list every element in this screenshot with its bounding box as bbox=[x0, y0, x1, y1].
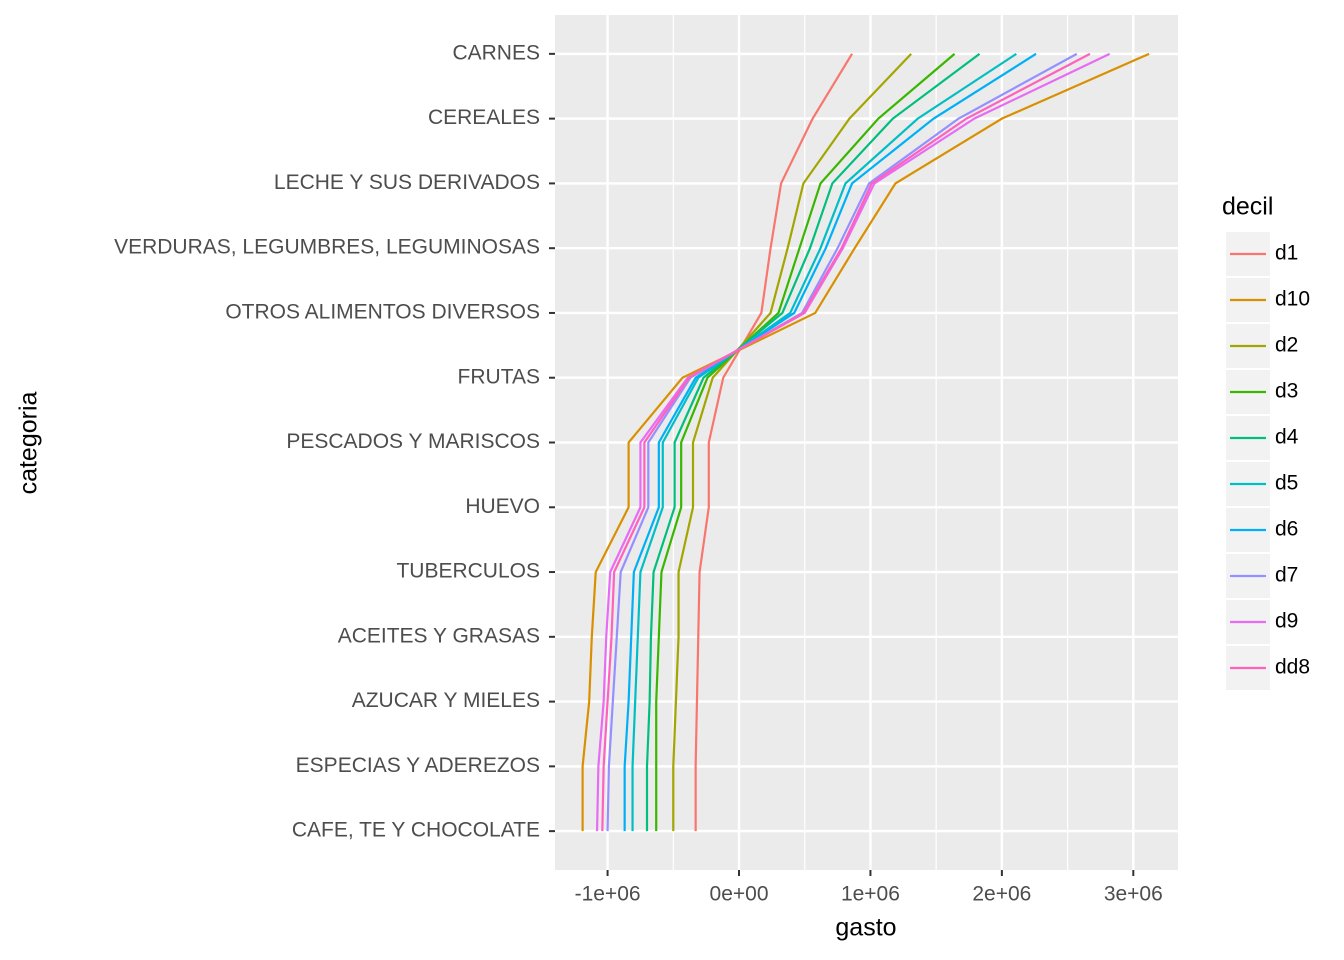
legend-label: d9 bbox=[1275, 610, 1298, 633]
legend-label: dd8 bbox=[1275, 656, 1310, 679]
series-line bbox=[655, 53, 956, 832]
series-line bbox=[606, 52, 1078, 832]
legend-label: d3 bbox=[1275, 380, 1298, 403]
legend-label: d7 bbox=[1275, 564, 1298, 587]
legend-label: d1 bbox=[1275, 242, 1298, 265]
y-axis-title: categoria bbox=[15, 391, 43, 494]
series-line bbox=[623, 52, 1037, 832]
x-tick-label: 1e+06 bbox=[841, 883, 900, 906]
legend-label: d5 bbox=[1275, 472, 1298, 495]
legend-label: d2 bbox=[1275, 334, 1298, 357]
y-tick-label: FRUTAS bbox=[458, 365, 540, 388]
y-tick-label: OTROS ALIMENTOS DIVERSOS bbox=[225, 301, 540, 324]
series-line bbox=[595, 52, 1111, 832]
y-tick-label: PESCADOS Y MARISCOS bbox=[286, 430, 540, 453]
series-line bbox=[672, 53, 912, 832]
series-line bbox=[694, 53, 853, 832]
y-tick-label: CEREALES bbox=[428, 106, 540, 129]
x-tick-label: 2e+06 bbox=[972, 883, 1031, 906]
y-tick-label: TUBERCULOS bbox=[396, 560, 540, 583]
y-tick-label: AZUCAR Y MIELES bbox=[352, 689, 540, 712]
series-line bbox=[601, 52, 1091, 832]
x-tick-label: 3e+06 bbox=[1104, 883, 1163, 906]
series-line bbox=[645, 52, 981, 832]
legend-title: decil bbox=[1222, 193, 1273, 221]
series-line bbox=[581, 52, 1150, 832]
y-tick-label: LECHE Y SUS DERIVADOS bbox=[274, 171, 540, 194]
series-line bbox=[631, 52, 1017, 832]
x-axis-title: gasto bbox=[835, 914, 896, 942]
y-tick-label: CARNES bbox=[452, 41, 540, 64]
legend-label: d6 bbox=[1275, 518, 1298, 541]
y-tick-label: VERDURAS, LEGUMBRES, LEGUMINOSAS bbox=[114, 236, 540, 259]
y-tick-label: ESPECIAS Y ADEREZOS bbox=[296, 754, 540, 777]
y-tick-label: CAFE, TE Y CHOCOLATE bbox=[292, 819, 540, 842]
legend-label: d4 bbox=[1275, 426, 1299, 449]
x-tick-label: -1e+06 bbox=[575, 883, 641, 906]
legend-label: d10 bbox=[1275, 288, 1310, 311]
y-tick-label: ACEITES Y GRASAS bbox=[338, 624, 540, 647]
x-tick-label: 0e+00 bbox=[710, 883, 769, 906]
y-tick-label: HUEVO bbox=[465, 495, 540, 518]
